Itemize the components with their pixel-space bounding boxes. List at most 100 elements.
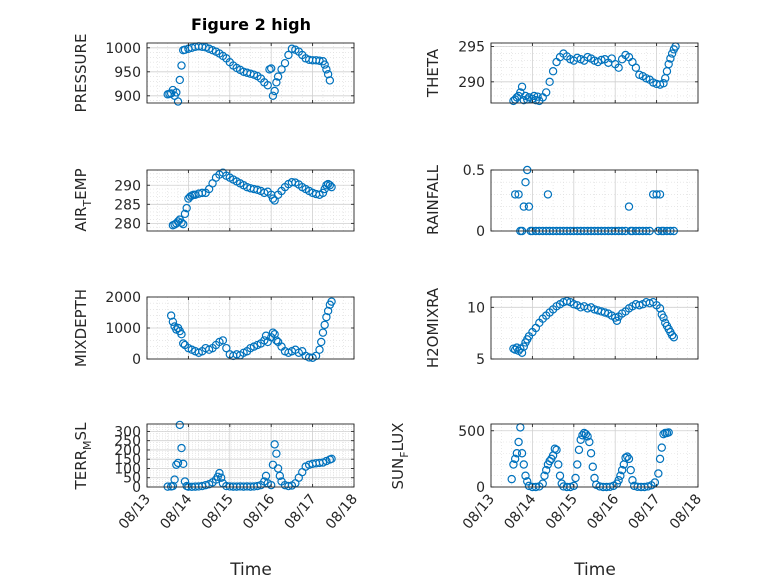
data-point [320,60,329,69]
data-point [542,465,551,475]
rainfall-panel: 0 0.5 RAINFALL [424,163,699,240]
data-point [573,460,582,469]
y-tick-label: 290 [114,178,141,194]
data-point [173,458,183,468]
y-label-main: TERR [72,450,90,491]
data-point [659,313,668,322]
data-point [623,452,632,461]
y-label-rest: EMP [72,168,90,199]
data-point [552,445,561,455]
data-point [669,333,679,342]
data-point [521,471,530,480]
axes-box [490,296,699,360]
y-tick-label: 950 [114,65,141,81]
data-point [177,218,186,227]
data-point [267,480,276,490]
data-point [166,311,176,320]
data-point [270,330,279,339]
y-tick-label: 295 [458,40,485,56]
data-point [548,67,558,76]
mixdepth-panel: 0 1000 2000 MIXDEPTH [72,289,355,368]
data-point [578,431,587,440]
data-point [540,471,549,480]
axes-box [490,423,699,488]
data-point [268,328,278,337]
data-point [576,435,585,444]
y-tick-label: 500 [458,424,485,440]
data-point [197,188,207,198]
data-point [317,337,326,347]
y-tick-label: 290 [458,75,485,91]
data-point [311,351,321,361]
data-point [179,219,188,229]
data-point [631,63,641,72]
data-series [163,420,336,492]
data-point [275,471,285,481]
h2omixra-panel: 5 10 H2OMIXRA [424,287,699,368]
data-point [574,445,584,455]
data-point [655,304,665,313]
data-point [657,443,666,452]
data-point [555,471,565,480]
data-point [659,429,668,439]
data-point [287,44,297,53]
data-point [624,454,634,464]
data-point [517,82,527,91]
data-point [284,481,293,491]
data-point [667,49,677,58]
data-point [554,460,563,469]
y-tick-label: 0 [132,480,141,496]
y-tick-label: 10 [467,300,485,316]
data-point [179,459,188,469]
data-point [569,481,579,491]
data-point [280,58,290,68]
y-tick-label: 285 [114,197,141,213]
axes-box [490,42,699,104]
y-axis-label: PRESSURE [72,34,90,113]
data-point [315,345,324,354]
data-point [666,54,675,63]
data-point [325,181,335,190]
data-point [524,202,534,211]
data-point [529,91,539,101]
data-point [177,61,186,70]
y-label-rest: SL [72,422,90,441]
data-point [614,63,623,72]
y-axis-label: H2OMIXRA [424,287,442,368]
data-point [272,336,281,345]
y-tick-label: 0 [476,224,485,240]
data-point [318,188,328,198]
data-point [253,481,262,491]
data-point [222,343,231,353]
y-tick-label: 2000 [105,290,141,306]
data-point [654,469,663,478]
data-series [509,42,680,106]
data-point [180,209,190,219]
plot-area [147,424,354,487]
data-point [626,465,635,475]
data-point [173,97,183,106]
data-point [322,181,331,190]
y-axis-label: MIXDEPTH [72,289,90,367]
x-axis-label-left: Time [229,560,272,580]
data-point [323,306,333,316]
y-axis-label: TERRMSL [72,422,94,491]
data-point [616,471,625,480]
y-tick-label: 1000 [105,321,141,337]
data-point [267,64,276,73]
data-point [270,440,279,449]
data-point [664,59,673,69]
data-point [179,339,188,348]
axes-box [146,42,355,104]
y-tick-label: 1000 [105,41,141,57]
data-point [182,203,191,213]
axes-box [490,169,699,232]
data-point [510,190,520,199]
data-point [322,65,331,74]
data-point [218,336,228,345]
y-tick-label: 50 [123,471,141,487]
data-point [272,449,281,458]
y-axis-label: RAINFALL [424,164,442,235]
